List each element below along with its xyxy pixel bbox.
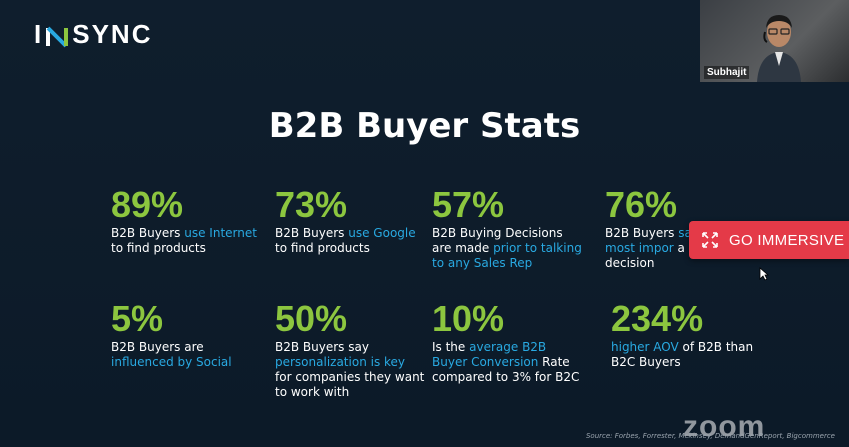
stat-card: 73% B2B Buyers use Google to find produc… bbox=[275, 186, 425, 256]
stat-highlight-text: use Google bbox=[348, 226, 416, 240]
stat-description: B2B Buyers are influenced by Social bbox=[111, 340, 261, 370]
zoom-watermark: zoom bbox=[683, 410, 766, 443]
stat-description: B2B Buyers use Internet to find products bbox=[111, 226, 261, 256]
stat-number: 57% bbox=[432, 184, 505, 225]
participant-avatar bbox=[757, 15, 801, 82]
stat-text: of B2B than B2C Buyers bbox=[611, 340, 754, 369]
stat-card: 5% B2B Buyers are influenced by Social bbox=[111, 300, 261, 370]
stat-description: B2B Buying Decisions are made prior to t… bbox=[432, 226, 582, 271]
stat-card: 50% B2B Buyers say personalization is ke… bbox=[275, 300, 425, 400]
mouse-cursor-icon bbox=[759, 267, 769, 281]
stat-text: B2B Buyers say bbox=[275, 340, 369, 354]
stat-description: B2B Buyers say personalization is key fo… bbox=[275, 340, 425, 400]
stat-highlight-text: prior to talking to any Sales Rep bbox=[432, 241, 582, 270]
stat-text: B2B Buyers bbox=[111, 226, 185, 240]
stat-card: 234% higher AOV of B2B than B2C Buyers bbox=[611, 300, 761, 370]
stat-highlight-text: personalization is key bbox=[275, 355, 406, 369]
stat-text: to find products bbox=[275, 241, 370, 255]
stat-text: B2B Buyers bbox=[605, 226, 679, 240]
stat-number: 50% bbox=[275, 298, 348, 339]
slide-title: B2B Buyer Stats bbox=[268, 106, 581, 146]
stat-card: 10% Is the average B2B Buyer Conversion … bbox=[432, 300, 582, 385]
expand-arrows-icon bbox=[702, 232, 718, 248]
logo-letter-i: I bbox=[34, 19, 44, 49]
stat-card: 57% B2B Buying Decisions are made prior … bbox=[432, 186, 582, 271]
logo-n-icon bbox=[45, 24, 69, 47]
go-immersive-label: GO IMMERSIVE bbox=[729, 231, 845, 249]
stat-number: 234% bbox=[611, 298, 704, 339]
participant-name: Subhajit bbox=[704, 66, 750, 79]
insync-logo: I SYNC bbox=[34, 19, 152, 50]
stat-number: 10% bbox=[432, 298, 505, 339]
stat-highlight-text: average B2B Buyer Conversion bbox=[432, 340, 547, 369]
stat-highlight-text: influenced by Social bbox=[111, 355, 232, 369]
stat-description: B2B Buyers use Google to find products bbox=[275, 226, 425, 256]
stat-text: Rate compared to 3% for B2C bbox=[432, 355, 580, 384]
stat-number: 5% bbox=[111, 298, 164, 339]
stat-highlight-text: higher AOV bbox=[611, 340, 679, 354]
stat-text: B2B Buying Decisions are made bbox=[432, 226, 563, 255]
stat-description: Is the average B2B Buyer Conversion Rate… bbox=[432, 340, 582, 385]
stat-highlight-text: use Internet bbox=[184, 226, 257, 240]
stat-text: Is the bbox=[432, 340, 470, 354]
logo-text-sync: SYNC bbox=[72, 19, 153, 49]
participant-video-tile[interactable]: Subhajit bbox=[700, 0, 849, 82]
stat-description: higher AOV of B2B than B2C Buyers bbox=[611, 340, 761, 370]
stat-card: 89% B2B Buyers use Internet to find prod… bbox=[111, 186, 261, 256]
stat-text: B2B Buyers bbox=[275, 226, 349, 240]
stat-text: to find products bbox=[111, 241, 206, 255]
slide-source: Source: Forbes, Forrester, Mckinsey, Dem… bbox=[585, 432, 835, 440]
stat-number: 73% bbox=[275, 184, 348, 225]
stat-text: B2B Buyers are bbox=[111, 340, 204, 354]
stat-text: for companies they want to work with bbox=[275, 370, 425, 399]
go-immersive-button[interactable]: GO IMMERSIVE bbox=[689, 221, 849, 259]
stat-number: 76% bbox=[605, 184, 678, 225]
stat-number: 89% bbox=[111, 184, 184, 225]
